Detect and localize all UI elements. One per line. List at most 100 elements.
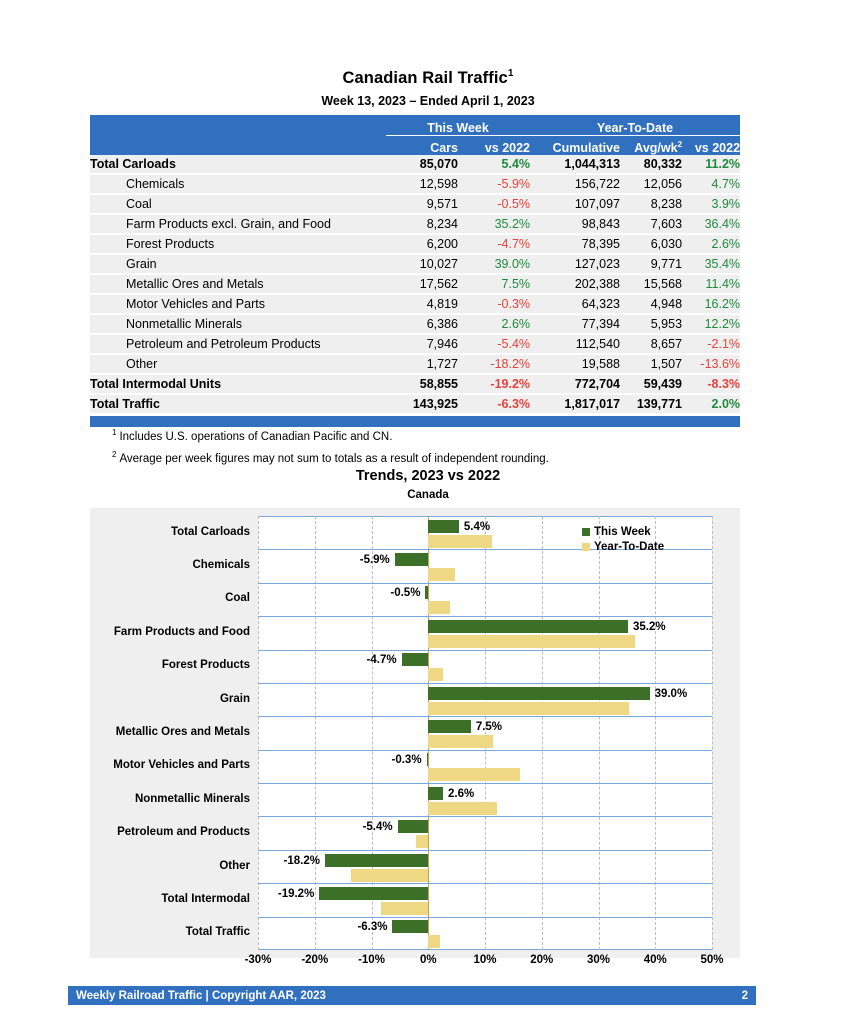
table-column-header-avgwk: Avg/wk2	[620, 135, 683, 155]
table-row-separator	[90, 273, 741, 275]
chart-bar-year-to-date	[428, 701, 630, 715]
chart-data-label: -0.5%	[390, 587, 421, 600]
table-cell-label: Grain	[90, 255, 386, 273]
chart-legend-label: Year-To-Date	[594, 540, 665, 553]
table-cell-week-vs-2022: -4.7%	[458, 235, 531, 253]
footnote-1: 1 Includes U.S. operations of Canadian Pa…	[112, 424, 752, 446]
table-cell-ytd-vs-2022: 36.4%	[682, 215, 741, 233]
table-cell-ytd-vs-2022: 2.6%	[682, 235, 741, 253]
chart-bar-year-to-date	[351, 868, 429, 882]
table-cell-ytd-vs-2022: 35.4%	[682, 255, 741, 273]
chart-bar-this-week	[428, 519, 459, 533]
chart-gridline	[655, 516, 657, 950]
table-cell-week-vs-2022: -5.9%	[458, 175, 531, 193]
table-cell-label: Chemicals	[90, 175, 386, 193]
chart-gridline	[712, 516, 714, 950]
chart-bar-year-to-date	[416, 835, 429, 849]
table-cell-week-vs-2022: -0.5%	[458, 195, 531, 213]
table-row-separator-cell	[90, 413, 741, 415]
page-title: Canadian Rail Traffic1	[0, 68, 856, 88]
chart-row-separator	[258, 716, 712, 718]
table-row-separator-cell	[90, 353, 741, 355]
chart-x-tick-label: -10%	[358, 954, 385, 966]
table-row: Grain 10,027 39.0% 127,023 9,771 35.4%	[90, 255, 741, 273]
table-cell-cumulative: 107,097	[530, 195, 621, 213]
footnote-2-text: Average per week figures may not sum to …	[119, 452, 549, 465]
chart-bar-this-week	[428, 619, 628, 633]
table-row: Farm Products excl. Grain, and Food 8,234…	[90, 215, 741, 233]
chart-row-separator	[258, 816, 712, 818]
table-cell-week-vs-2022: -18.2%	[458, 355, 531, 373]
chart-bar-group: -0.3%	[258, 751, 712, 782]
table-cell-label: Farm Products excl. Grain, and Food	[90, 215, 386, 233]
table-cell-cumulative: 156,722	[530, 175, 621, 193]
chart-legend-item: This Week	[582, 524, 664, 539]
table-row-separator-cell	[90, 293, 741, 295]
table-cell-avgwk: 12,056	[620, 175, 683, 193]
chart-bar-year-to-date	[381, 901, 429, 915]
table-cell-avgwk: 139,771	[620, 395, 683, 413]
chart-bar-group: -5.4%	[258, 818, 712, 849]
chart-x-tick-label: 10%	[473, 954, 497, 966]
chart-data-label: -19.2%	[277, 887, 315, 900]
chart-category-label: Grain	[219, 692, 250, 705]
table-cell-cumulative: 1,817,017	[530, 395, 621, 413]
table-cell-cumulative: 64,323	[530, 295, 621, 313]
footer-page-number: 2	[741, 989, 748, 1002]
table-group-header-row: This Week Year-To-Date	[90, 115, 741, 136]
table-cell-cars: 8,234	[386, 215, 458, 233]
chart-row-separator	[258, 616, 712, 618]
chart-row-separator	[258, 682, 712, 684]
table-group-header-ytd: Year-To-Date	[530, 115, 741, 136]
chart-data-label: 5.4%	[463, 520, 491, 533]
table-column-header-cumulative: Cumulative	[530, 135, 621, 155]
table-cell-avgwk: 59,439	[620, 375, 683, 393]
table-cell-avgwk: 4,948	[620, 295, 683, 313]
chart-x-axis-ticks: -30% -20% -10% 0% 10% 20% 30% 40% 50%	[245, 954, 724, 970]
chart-bar-group: -19.2%	[258, 885, 712, 915]
table-cell-avgwk: 8,657	[620, 335, 683, 353]
chart-gridline	[258, 516, 260, 950]
chart-data-label: -5.9%	[359, 554, 390, 567]
table-column-header-avgwk-text: Avg/wk	[634, 141, 678, 155]
chart-data-label: 35.2%	[633, 620, 666, 633]
table-cell-cars: 6,386	[386, 315, 458, 333]
table-row: Motor Vehicles and Parts 4,819 -0.3% 64,323…	[90, 295, 741, 313]
table-cell-label: Other	[90, 355, 386, 373]
page-subtitle: Week 13, 2023 – Ended April 1, 2023	[321, 94, 535, 108]
chart-bar-this-week	[319, 886, 429, 900]
chart-category-label: Total Intermodal	[161, 892, 250, 905]
chart-bar-year-to-date	[428, 534, 492, 548]
chart-gridline	[598, 516, 601, 950]
table-cell-ytd-vs-2022: 12.2%	[682, 315, 741, 333]
table-row-separator	[90, 233, 741, 235]
table-row-separator	[90, 353, 741, 355]
table-cell-cumulative: 78,395	[530, 235, 621, 253]
chart-title: Trends, 2023 vs 2022	[355, 468, 501, 484]
chart-bar-this-week	[428, 720, 471, 733]
chart-category-label: Metallic Ores and Metals	[115, 726, 250, 738]
table-cell-label: Forest Products	[90, 235, 386, 253]
table-cell-week-vs-2022: -6.3%	[458, 395, 531, 413]
table-row-separator	[90, 413, 741, 415]
table-row: Total Intermodal Units 58,855 -19.2% 772,70…	[90, 375, 741, 393]
table-cell-label: Motor Vehicles and Parts	[90, 295, 386, 313]
table-cell-cars: 17,562	[386, 275, 458, 293]
chart-category-label: Farm Products and Food	[113, 625, 250, 638]
chart-x-tick-label: -20%	[301, 954, 329, 966]
table-bottom-rule	[90, 416, 740, 427]
table-row-separator	[90, 373, 741, 375]
chart-subtitle: Canada	[407, 489, 449, 501]
rail-traffic-table-wrapper: This Week Year-To-Date Cars vs 2022 Cumu…	[90, 115, 741, 415]
chart-category-label: Total Traffic	[185, 926, 250, 939]
chart-x-tick-label: 40%	[643, 954, 667, 966]
footnote-1-text: Includes U.S. operations of Canadian Pac…	[119, 430, 393, 443]
chart-bar-this-week	[428, 786, 443, 800]
table-row: Total Traffic 143,925 -6.3% 1,817,017 139,77…	[90, 395, 741, 413]
chart-bar-year-to-date	[428, 668, 443, 682]
table-row-separator-cell	[90, 173, 741, 175]
table-cell-ytd-vs-2022: 3.9%	[682, 195, 741, 213]
chart-bar-group: -4.7%	[258, 651, 712, 682]
page-title-footnote-marker: 1	[507, 68, 514, 79]
chart-bar-this-week	[392, 920, 429, 934]
